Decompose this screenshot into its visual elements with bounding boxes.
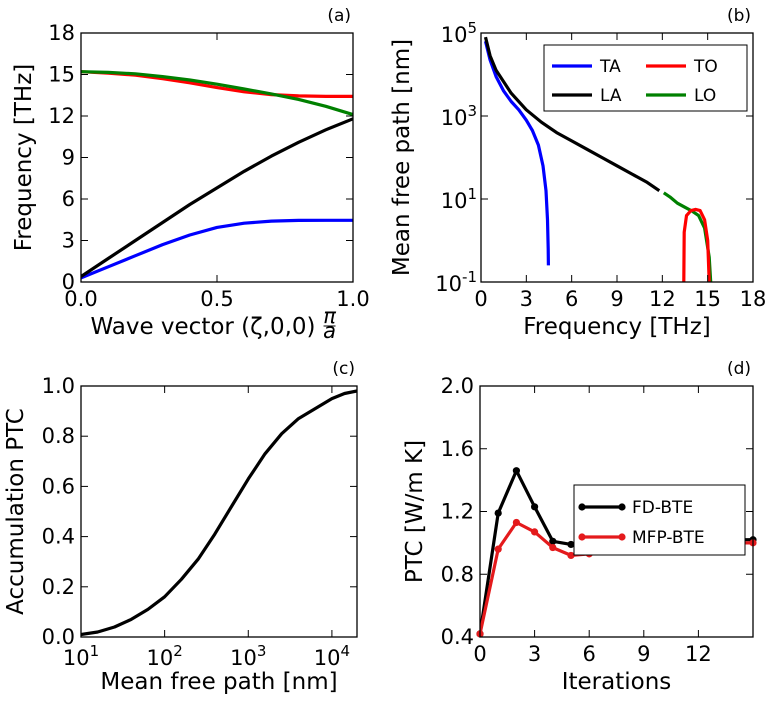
x-tick-label: 3 [520,287,533,311]
x-tick-label: 6 [583,642,596,666]
panel-label: (d) [727,359,751,379]
x-tick-label: 15 [694,287,721,311]
y-tick-label: 0 [62,270,75,294]
y-tick-label: 2.0 [441,374,474,398]
x-tick-label: 0.5 [200,287,233,311]
x-tick-label: 9 [637,642,650,666]
y-tick-label: 0.4 [42,525,75,549]
series-line-lo [81,70,353,117]
y-axis-label: Accumulation PTC [3,408,29,615]
y-tick-label: 9 [62,146,75,170]
x-tick-label: 1.0 [336,287,369,311]
y-tick-label: 0.8 [441,562,474,586]
legend-box [573,484,746,556]
series-line-ta [483,40,550,266]
y-tick-label: 1.2 [441,500,474,524]
y-axis-label: PTC [W/m K] [402,440,428,583]
plot-frame [80,32,354,283]
series-line-ta [81,218,353,280]
legend-label-ta: TA [599,57,621,77]
series-line-lo [662,191,713,282]
data-point-fd-bte [512,467,521,475]
legend-box [543,44,748,112]
panel-c: 101 102 103 104 0.0 0.2 0.4 0.6 0.8 1.0 (c) Mean fr… [3,359,358,695]
data-point-mfp-bte [531,528,539,536]
data-point-fd-bte [567,540,575,549]
legend-marker [578,503,586,511]
x-axis-label: Mean free path [nm] [100,669,337,695]
data-point-mfp-bte [494,545,502,553]
panel-label: (a) [327,6,351,26]
x-tick-label: 0.0 [64,287,97,311]
x-axis-label: Frequency [THz] [523,314,711,340]
x-tick-label: 102 [146,642,182,670]
data-point-fd-bte [494,509,502,517]
legend-label-la: LA [600,86,622,106]
y-tick-label: 0.6 [42,474,75,498]
x-tick-label: 6 [565,287,578,311]
legend-marker [618,503,626,511]
x-tick-label: 103 [230,642,266,670]
y-tick-label: 18 [48,21,75,45]
y-tick-label: 12 [48,104,75,128]
x-tick-label: 12 [685,642,712,666]
legend-label-lo: LO [694,86,716,106]
x-tick-label: 3 [528,642,541,666]
x-axis-unit-numerator: π [323,304,336,328]
x-tick-label: 101 [63,642,99,670]
data-point-mfp-bte [567,551,575,560]
legend-marker [618,533,626,541]
plot-frame [80,385,358,638]
series-line-to [682,207,711,282]
x-tick-label: 9 [610,287,623,311]
data-point-mfp-bte [512,518,521,527]
panel-label: (b) [727,6,751,26]
x-tick-label: 0 [474,287,487,311]
y-tick-label: 3 [62,229,75,253]
legend-label-fd-bte: FD-BTE [632,498,693,518]
legend-label-mfp-bte: MFP-BTE [632,528,705,548]
data-point-fd-bte [531,503,539,511]
x-tick-label: 104 [314,642,350,670]
panel-label: (c) [332,359,355,379]
y-tick-label: 0.8 [42,424,75,448]
y-tick-label: 103 [441,102,477,130]
x-tick-label: 12 [649,287,676,311]
panel-d: 0 3 6 9 12 0.4 0.8 1.2 1.6 2.0 (d) Iterations PTC [W… [402,359,757,695]
legend-marker [578,533,586,541]
y-tick-label: 6 [62,187,75,211]
x-axis-unit-denominator: a [323,319,336,343]
y-tick-label: 15 [48,63,75,87]
y-tick-label: 101 [441,185,477,213]
y-axis-label: Mean free path [nm] [389,39,415,276]
x-axis-label: Iterations [562,669,672,695]
y-tick-label: 0.2 [42,575,75,599]
y-tick-label: 10-1 [435,268,477,296]
data-point-fd-bte [549,537,557,545]
y-tick-label: 105 [441,19,477,47]
y-tick-label: 1.0 [42,374,75,398]
x-tick-label: 18 [740,287,767,311]
series-line-accumulation-ptc [81,389,357,637]
series-line-la [483,36,661,193]
x-tick-label: 0 [473,642,486,666]
y-tick-label: 1.6 [441,437,474,461]
y-axis-label: Frequency [THz] [11,64,37,252]
x-axis-label: Wave vector (ζ,0,0) [90,314,315,340]
y-tick-label: 0.0 [42,625,75,649]
panel-b: 0 3 6 9 12 15 18 10-1 101 103 105 (b) Frequency [THz… [389,6,766,340]
panel-a: 0.0 0.5 1.0 0 3 6 9 12 15 18 (a) Wave vector (ζ,0,0… [11,6,370,343]
data-point-mfp-bte [549,543,557,552]
series-line-la [81,117,353,278]
y-tick-label: 0.4 [441,625,474,649]
legend-label-to: TO [693,57,718,77]
